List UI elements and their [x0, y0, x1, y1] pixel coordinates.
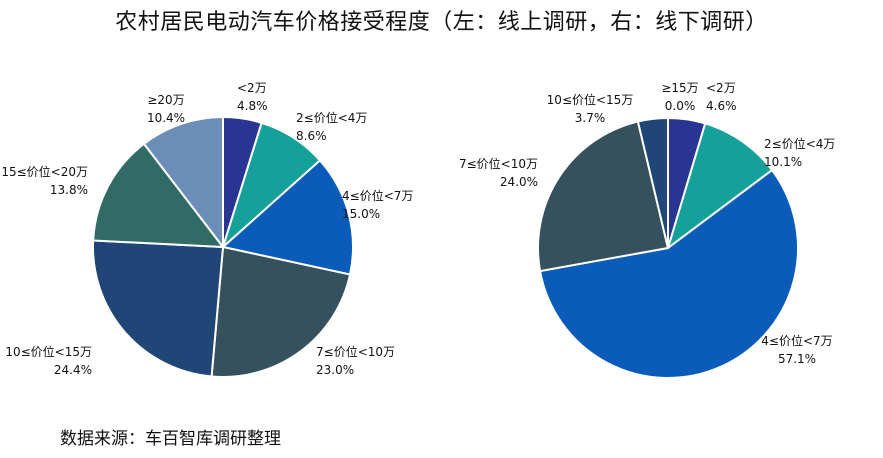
pie2-label-1: 2≤价位<4万 10.1%: [764, 136, 835, 169]
pie2-slice-3: [537, 120, 670, 273]
pie1-label-3: 7≤价位<10万 23.0%: [316, 344, 395, 377]
pie1-label-0: <2万 4.8%: [237, 81, 268, 113]
pie2-label-0: <2万 4.6%: [706, 81, 737, 113]
pie1-slice-5: [92, 142, 226, 249]
data-source-note: 数据来源：车百智库调研整理: [60, 429, 281, 449]
pie2-label-4: 10≤价位<15万 3.7%: [547, 92, 634, 125]
pie1-slice-4: [92, 239, 225, 378]
pie2-label-5: ≥15万 0.0%: [661, 81, 698, 113]
pie2-label-2: 4≤价位<7万 57.1%: [761, 333, 832, 366]
pie1-slice-3: [210, 245, 352, 378]
pie1-label-4: 10≤价位<15万 24.4%: [5, 344, 92, 377]
pie1-slice-6: [142, 115, 224, 250]
pie1-label-1: 2≤价位<4万 8.6%: [296, 110, 367, 143]
pie2-slice-1: [666, 122, 774, 251]
pie1-label-2: 4≤价位<7万 15.0%: [342, 188, 413, 221]
pie1-label-6: ≥20万 10.4%: [147, 93, 185, 125]
pie1-slice-2: [220, 159, 354, 276]
pie2-slice-2: [538, 168, 799, 379]
pie2-label-3: 7≤价位<10万 24.0%: [459, 156, 538, 189]
chart-title: 农村居民电动汽车价格接受程度（左：线上调研，右：线下调研）: [115, 10, 768, 35]
pie1-label-5: 15≤价位<20万 13.8%: [1, 164, 88, 197]
